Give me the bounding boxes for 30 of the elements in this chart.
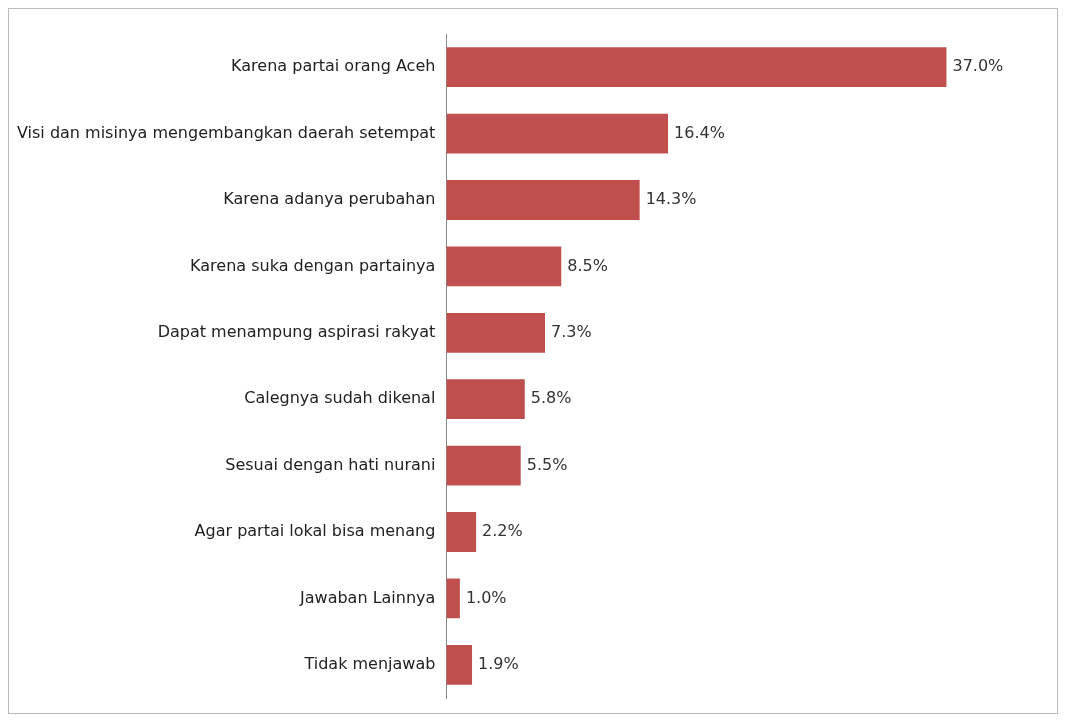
bar <box>446 512 477 552</box>
y-tick-label: Visi dan misinya mengembangkan daerah setempat <box>16 122 436 142</box>
bar <box>446 246 562 287</box>
y-tick-label: Calegnya sudah dikenal <box>244 388 436 408</box>
data-label: 1.0% <box>465 587 507 607</box>
y-tick-label: Tidak menjawab <box>303 653 436 673</box>
data-label: 1.9% <box>478 653 519 673</box>
bar <box>446 644 473 685</box>
data-label: 7.3% <box>551 321 592 341</box>
y-tick-label: Karena suka dengan partainya <box>190 255 436 275</box>
bar <box>446 312 546 353</box>
data-label: 5.5% <box>526 454 568 474</box>
bar <box>446 379 525 420</box>
y-tick-label: Agar partai lokal bisa menang <box>194 521 436 541</box>
data-label: 2.2% <box>482 521 523 541</box>
y-tick-label: Jawaban Lainnya <box>299 587 436 607</box>
data-label: 37.0% <box>952 56 1004 76</box>
bar <box>446 113 669 154</box>
data-label: 16.4% <box>674 122 725 142</box>
y-tick-label: Karena partai orang Aceh <box>231 56 436 76</box>
bar <box>446 180 640 220</box>
data-label: 8.5% <box>567 255 608 275</box>
y-tick-label: Dapat menampung aspirasi rakyat <box>157 321 436 341</box>
data-label: 5.8% <box>530 388 572 408</box>
bar <box>446 445 521 486</box>
y-tick-label: Sesuai dengan hati nurani <box>225 454 436 474</box>
y-tick-label: Karena adanya perubahan <box>223 189 436 209</box>
bar <box>446 578 460 619</box>
bar <box>446 47 947 88</box>
data-label: 14.3% <box>645 189 697 209</box>
